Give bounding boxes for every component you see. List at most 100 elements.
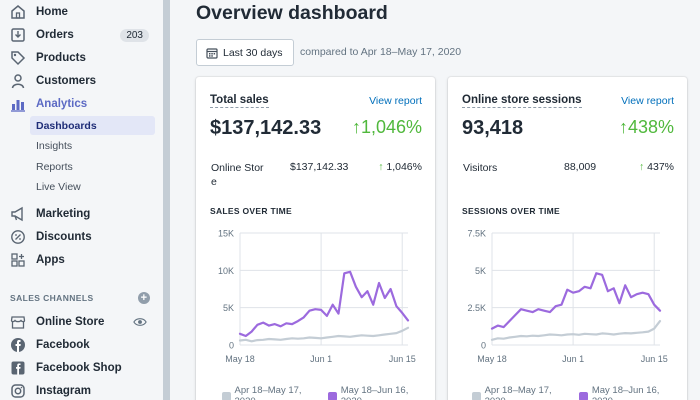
total-sales-change: ↑1,046% [352, 117, 422, 138]
eye-icon[interactable] [133, 315, 147, 329]
sub-item-live-view[interactable]: Live View [36, 180, 81, 193]
page-title: Overview dashboard [196, 2, 388, 24]
y-tick-label: 5K [223, 303, 234, 313]
nav-item-apps[interactable]: Apps [4, 249, 155, 271]
legend-label: May 18–Jun 16, 2020 [591, 385, 660, 400]
up-arrow-icon: ↑ [618, 117, 628, 137]
sales-channels-label: SALES CHANNELS [10, 293, 94, 303]
x-tick-label: May 18 [477, 354, 507, 364]
y-tick-label: 0 [481, 341, 486, 351]
nav-item-home[interactable]: Home [4, 1, 155, 23]
total-sales-value: $137,142.33 [210, 117, 322, 139]
nav-label: Orders [36, 29, 74, 41]
up-arrow-icon: ↑ [638, 161, 648, 173]
change-value: 437% [647, 161, 674, 173]
card-title[interactable]: Total sales [210, 94, 269, 108]
facebook-icon [8, 335, 28, 355]
nav-label: Analytics [36, 98, 88, 110]
sessions-value: 93,418 [462, 117, 524, 139]
up-arrow-icon: ↑ [378, 161, 387, 173]
legend-label: May 18–Jun 16, 2020 [340, 385, 409, 400]
calendar-icon [206, 47, 218, 59]
apps-icon [8, 250, 28, 270]
instagram-icon [8, 381, 28, 400]
chart-title: SALES OVER TIME [210, 206, 292, 216]
nav-item-customers[interactable]: Customers [4, 70, 155, 92]
view-report-link[interactable]: View report [621, 95, 674, 107]
sidebar-scrollbar[interactable] [163, 0, 170, 400]
sessions-change: ↑438% [619, 117, 674, 138]
nav-label: Marketing [36, 208, 91, 220]
breakdown-change: ↑ 437% [639, 161, 674, 173]
card-title[interactable]: Online store sessions [462, 94, 582, 108]
change-value: 1,046% [360, 117, 422, 137]
series-line-previous [490, 319, 662, 341]
y-tick-label: 0 [229, 341, 234, 351]
online-store-sessions-card: Online store sessions View report 93,418… [448, 77, 687, 400]
nav-label: Home [36, 6, 68, 18]
legend-swatch [222, 391, 231, 400]
home-icon [8, 2, 28, 22]
series-line-current [490, 272, 662, 330]
nav-label: Apps [36, 254, 65, 266]
legend-item-previous[interactable]: Apr 18–May 17, 2020 [222, 385, 320, 400]
change-value: 438% [627, 117, 674, 137]
sub-item-dashboards[interactable]: Dashboards [30, 116, 155, 135]
nav-item-facebook[interactable]: Facebook [4, 334, 155, 356]
nav-item-analytics[interactable]: Analytics [4, 93, 155, 115]
x-tick-label: Jun 1 [562, 354, 584, 364]
store-icon [8, 312, 28, 332]
nav-item-marketing[interactable]: Marketing [4, 203, 155, 225]
nav-label: Discounts [36, 231, 92, 243]
view-report-link[interactable]: View report [369, 95, 422, 107]
nav-item-instagram[interactable]: Instagram [4, 380, 155, 400]
x-tick-label: Jun 15 [641, 354, 668, 364]
series-line-previous [238, 326, 410, 343]
nav-item-orders[interactable]: Orders 203 [4, 24, 155, 46]
legend-label: Apr 18–May 17, 2020 [234, 385, 302, 400]
add-channel-icon[interactable]: + [138, 292, 150, 304]
orders-icon [8, 25, 28, 45]
change-value: 1,046% [386, 161, 422, 173]
chart-legend: Apr 18–May 17, 2020 May 18–Jun 16, 2020 [472, 385, 687, 400]
legend-swatch [579, 391, 588, 400]
tag-icon [8, 48, 28, 68]
megaphone-icon [8, 204, 28, 224]
orders-count-badge: 203 [120, 28, 149, 42]
legend-item-current[interactable]: May 18–Jun 16, 2020 [328, 385, 427, 400]
y-tick-label: 15K [218, 229, 234, 239]
nav-item-products[interactable]: Products [4, 47, 155, 69]
chart-title: SESSIONS OVER TIME [462, 206, 560, 216]
sub-item-insights[interactable]: Insights [36, 139, 73, 152]
nav-label: Products [36, 52, 86, 64]
breakdown-change: ↑ 1,046% [378, 161, 422, 173]
legend-item-current[interactable]: May 18–Jun 16, 2020 [579, 385, 679, 400]
y-tick-label: 7.5K [467, 229, 486, 239]
date-range-label: Last 30 days [223, 46, 283, 59]
nav-item-discounts[interactable]: Discounts [4, 226, 155, 248]
nav-item-online-store[interactable]: Online Store [4, 311, 155, 333]
breakdown-value: $137,142.33 [290, 161, 349, 173]
up-arrow-icon: ↑ [351, 117, 361, 137]
total-sales-card: Total sales View report $137,142.33 ↑1,0… [196, 77, 435, 400]
nav-label: Online Store [36, 316, 105, 328]
sub-item-reports[interactable]: Reports [36, 160, 73, 173]
legend-swatch [328, 391, 337, 400]
nav-item-facebook-shop[interactable]: Facebook Shop [4, 357, 155, 379]
discount-icon [8, 227, 28, 247]
date-range-button[interactable]: Last 30 days [196, 39, 294, 66]
facebook-shop-icon [8, 358, 28, 378]
x-tick-label: Jun 1 [310, 354, 332, 364]
series-line-current [238, 270, 410, 338]
chart-legend: Apr 18–May 17, 2020 May 18–Jun 16, 2020 [222, 385, 435, 400]
breakdown-label: Online Store [211, 162, 264, 188]
y-tick-label: 10K [218, 266, 234, 276]
legend-label: Apr 18–May 17, 2020 [484, 385, 552, 400]
legend-item-previous[interactable]: Apr 18–May 17, 2020 [472, 385, 571, 400]
person-icon [8, 71, 28, 91]
legend-swatch [472, 391, 481, 400]
y-tick-label: 2.5K [467, 303, 486, 313]
x-tick-label: Jun 15 [389, 354, 416, 364]
nav-label: Facebook Shop [36, 362, 122, 374]
sales-channels-heading: SALES CHANNELS + [10, 292, 150, 304]
